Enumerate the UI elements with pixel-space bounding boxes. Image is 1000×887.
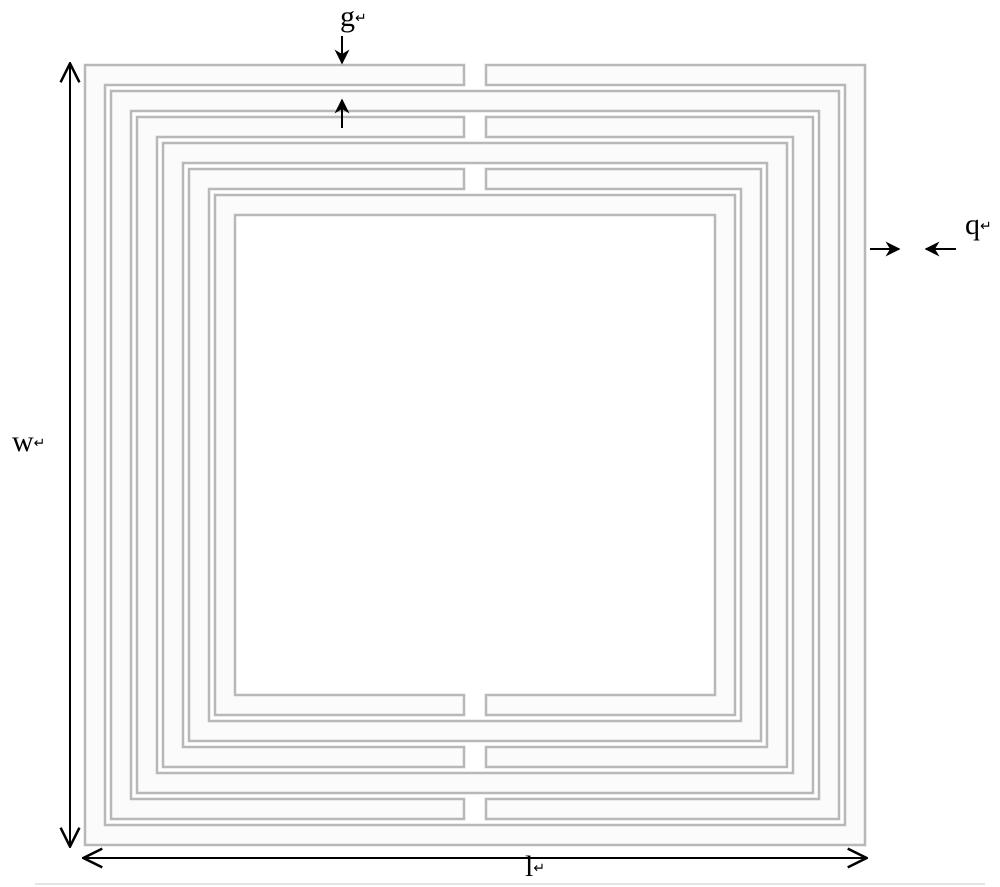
ring-4 [189, 169, 761, 741]
label-l-suffix: ↵ [533, 862, 545, 877]
label-w-text: w [12, 425, 34, 458]
label-q-suffix: ↵ [980, 220, 992, 235]
label-g-suffix: ↵ [355, 12, 367, 27]
label-w: w↵ [12, 425, 45, 459]
ring-3 [163, 143, 787, 767]
ring-2 [137, 117, 813, 793]
label-l: l↵ [525, 850, 545, 884]
label-q-text: q [965, 208, 980, 241]
split-ring-group [85, 65, 865, 845]
diagram-stage: g↵ w↵ q↵ l↵ [0, 0, 1000, 887]
label-g-text: g [340, 0, 355, 33]
label-q: q↵ [965, 208, 992, 242]
label-g: g↵ [340, 0, 367, 34]
ring-5 [215, 195, 735, 715]
label-w-suffix: ↵ [34, 437, 46, 452]
ring-resonator-svg [0, 0, 1000, 887]
